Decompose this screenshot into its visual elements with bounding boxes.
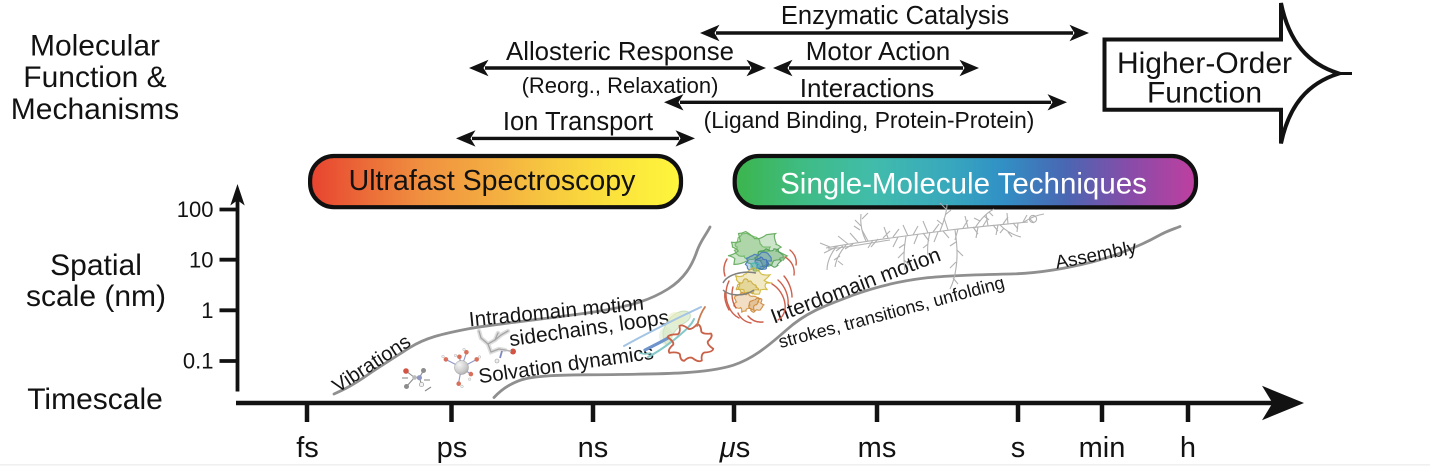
svg-text:(Reorg., Relaxation): (Reorg., Relaxation) bbox=[522, 73, 719, 98]
svg-text:Ion Transport: Ion Transport bbox=[503, 108, 653, 136]
svg-text:Higher-Order: Higher-Order bbox=[1117, 47, 1292, 80]
svg-text:ms: ms bbox=[858, 432, 897, 464]
svg-text:10: 10 bbox=[189, 247, 213, 272]
svg-text:0.1: 0.1 bbox=[183, 349, 214, 374]
svg-text:Allosteric Response: Allosteric Response bbox=[506, 38, 734, 66]
svg-text:Interactions: Interactions bbox=[800, 73, 934, 103]
svg-text:h: h bbox=[1180, 432, 1196, 464]
svg-text:(Ligand Binding, Protein-Prote: (Ligand Binding, Protein-Protein) bbox=[704, 107, 1035, 133]
svg-text:μs: μs bbox=[719, 432, 750, 464]
svg-text:100: 100 bbox=[177, 197, 214, 222]
svg-text:Motor Action: Motor Action bbox=[806, 36, 951, 66]
svg-text:1: 1 bbox=[201, 298, 213, 323]
svg-text:ps: ps bbox=[437, 432, 468, 464]
svg-text:Function: Function bbox=[1147, 77, 1262, 110]
svg-text:Mechanisms: Mechanisms bbox=[11, 93, 179, 126]
svg-text:Ultrafast Spectroscopy: Ultrafast Spectroscopy bbox=[349, 165, 636, 197]
svg-text:Timescale: Timescale bbox=[27, 383, 163, 416]
svg-text:Single-Molecule Techniques: Single-Molecule Techniques bbox=[780, 168, 1147, 201]
svg-text:Molecular: Molecular bbox=[30, 30, 160, 63]
svg-text:ns: ns bbox=[578, 432, 609, 464]
svg-text:Function &: Function & bbox=[23, 61, 166, 94]
svg-text:Enzymatic Catalysis: Enzymatic Catalysis bbox=[781, 2, 1009, 30]
svg-text:scale (nm): scale (nm) bbox=[26, 280, 166, 313]
svg-text:fs: fs bbox=[296, 432, 319, 464]
svg-text:s: s bbox=[1011, 432, 1026, 464]
svg-text:min: min bbox=[1079, 432, 1126, 464]
svg-text:Spatial: Spatial bbox=[50, 249, 142, 282]
